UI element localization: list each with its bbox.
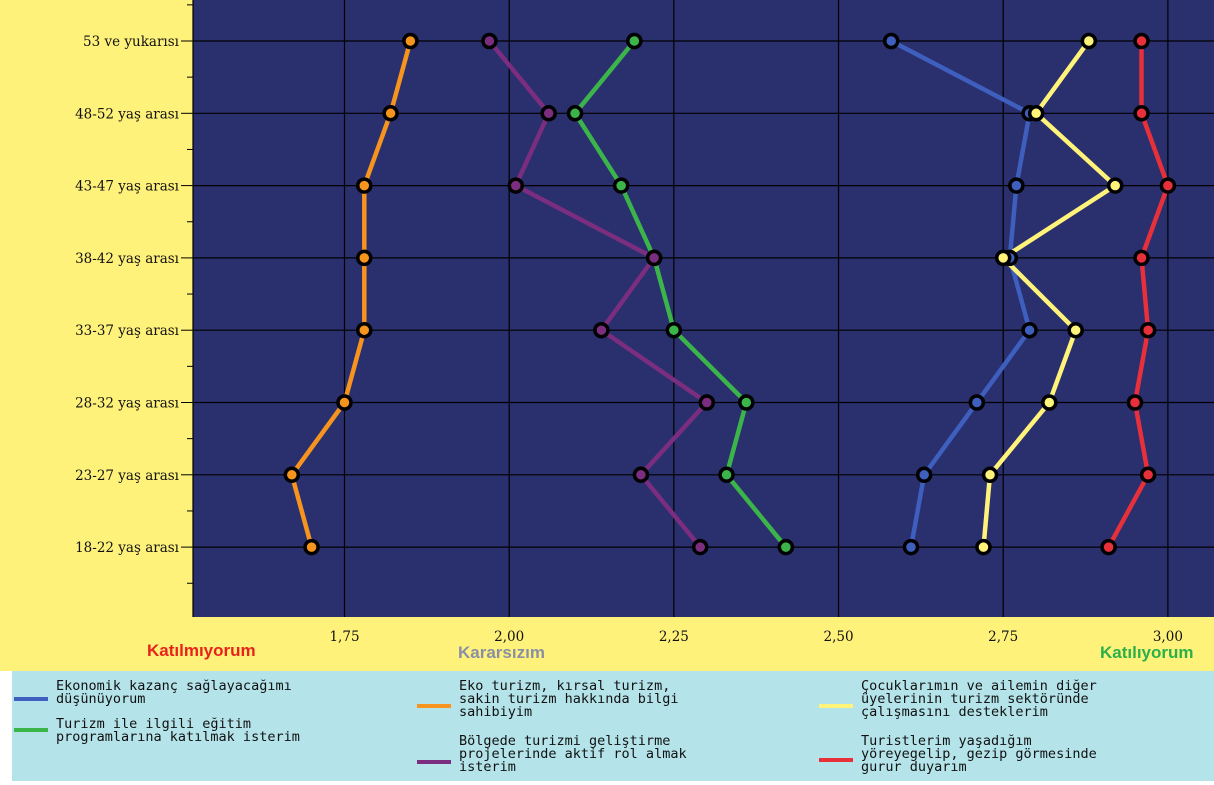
x-tick-label: 1,75 <box>329 629 359 645</box>
data-point <box>1106 177 1124 194</box>
x-tick-label: 3,00 <box>1153 629 1183 645</box>
data-point <box>1133 249 1150 267</box>
legend-swatch <box>14 728 48 732</box>
data-point <box>915 466 933 484</box>
data-point <box>402 32 419 50</box>
data-point <box>1067 321 1084 339</box>
data-point <box>1021 321 1038 339</box>
y-tick-label: 23-27 yaş arası <box>75 468 180 484</box>
data-point <box>1080 32 1098 50</box>
data-point <box>303 538 320 556</box>
series-line-3 <box>572 39 788 549</box>
data-point <box>665 321 683 339</box>
data-point <box>968 394 986 411</box>
y-tick-label: 48-52 yaş arası <box>75 106 180 122</box>
data-point <box>645 249 663 267</box>
x-axis: 1,75 2,00 2,25 2,50 2,75 3,00 <box>329 629 1182 645</box>
legend-label: Turizm ile ilgili eğitim programlarına k… <box>56 716 300 745</box>
series-group <box>283 32 1177 556</box>
data-point <box>382 105 399 122</box>
data-point <box>882 32 900 50</box>
data-point <box>632 466 650 484</box>
scale-label: Katılıyorum <box>1100 643 1194 662</box>
y-axis: 53 ve yukarısı 48-52 yaş arası 43-47 yaş a… <box>75 4 193 584</box>
x-tick-label: 2,50 <box>824 629 854 645</box>
data-point <box>481 32 498 50</box>
data-point <box>1139 321 1157 339</box>
legend-item: Eko turizm, kırsal turizm, sakin turizm … <box>417 678 812 722</box>
data-point <box>738 394 755 411</box>
x-tick-label: 2,25 <box>659 629 689 645</box>
data-point <box>612 177 630 194</box>
data-point <box>593 321 610 339</box>
legend-label: Eko turizm, kırsal turizm, sakin turizm … <box>459 678 679 720</box>
data-point <box>994 249 1012 267</box>
data-point <box>356 249 373 267</box>
data-point <box>1133 32 1150 50</box>
data-point <box>1041 394 1058 411</box>
data-point <box>691 538 709 556</box>
data-point <box>1159 177 1177 194</box>
y-tick-label: 43-47 yaş arası <box>75 179 180 195</box>
legend-label: Turistlerim yaşadığım yöreyegelip, gezip… <box>861 733 1097 775</box>
y-tick-label: 18-22 yaş arası <box>75 540 180 556</box>
data-point <box>1133 105 1150 122</box>
data-point <box>718 466 735 484</box>
legend-label: Çocuklarımın ve ailemin diğer üyelerinin… <box>861 678 1097 720</box>
legend-item: Çocuklarımın ve ailemin diğer üyelerinin… <box>819 678 1214 722</box>
series-line-0 <box>890 39 1032 548</box>
data-point <box>698 394 716 411</box>
legend-swatch <box>819 704 853 708</box>
legend-swatch <box>417 760 451 764</box>
y-tick-label: 53 ve yukarısı <box>83 34 180 50</box>
x-tick-label: 2,75 <box>988 629 1018 645</box>
series-line-5 <box>1106 41 1171 549</box>
data-point <box>626 32 643 50</box>
legend-label: Ekonomik kazanç sağlayacağımı düşünüyoru… <box>56 678 292 707</box>
data-point <box>981 466 999 484</box>
scale-label: Katılmıyorum <box>147 641 256 660</box>
data-point <box>1139 466 1157 484</box>
legend-swatch <box>417 704 451 708</box>
data-point <box>1008 177 1025 194</box>
series-line-2 <box>981 39 1118 548</box>
legend-swatch <box>819 758 853 762</box>
legend-item: Bölgede turizmi geliştirme projelerinde … <box>417 733 812 777</box>
y-tick-label: 38-42 yaş arası <box>75 251 180 267</box>
plot-area <box>193 0 1214 617</box>
data-point <box>1100 538 1117 556</box>
legend-item: Ekonomik kazanç sağlayacağımı düşünüyoru… <box>14 678 409 722</box>
series-line-1 <box>289 40 413 548</box>
legend-item: Turizm ile ilgili eğitim programlarına k… <box>14 716 409 760</box>
data-point <box>507 177 525 194</box>
scale-label: Kararsızım <box>458 643 545 662</box>
data-point <box>902 538 920 556</box>
legend-swatch <box>14 697 48 701</box>
data-point <box>777 538 795 556</box>
data-point <box>1126 394 1144 411</box>
data-point <box>566 105 584 122</box>
series-line-4 <box>487 39 710 549</box>
y-tick-label: 28-32 yaş arası <box>75 396 180 412</box>
data-point <box>356 177 373 194</box>
data-point <box>336 394 353 411</box>
data-point <box>975 538 992 556</box>
legend-item: Turistlerim yaşadığım yöreyegelip, gezip… <box>819 733 1214 777</box>
data-point <box>283 466 301 484</box>
data-point <box>1027 105 1045 122</box>
y-tick-label: 33-37 yaş arası <box>75 323 180 339</box>
legend-label: Bölgede turizmi geliştirme projelerinde … <box>459 733 687 775</box>
data-point <box>540 105 557 122</box>
x-tick-label: 2,00 <box>494 629 524 645</box>
legend: Ekonomik kazanç sağlayacağımı düşünüyoru… <box>12 671 1214 781</box>
data-point <box>356 321 373 339</box>
